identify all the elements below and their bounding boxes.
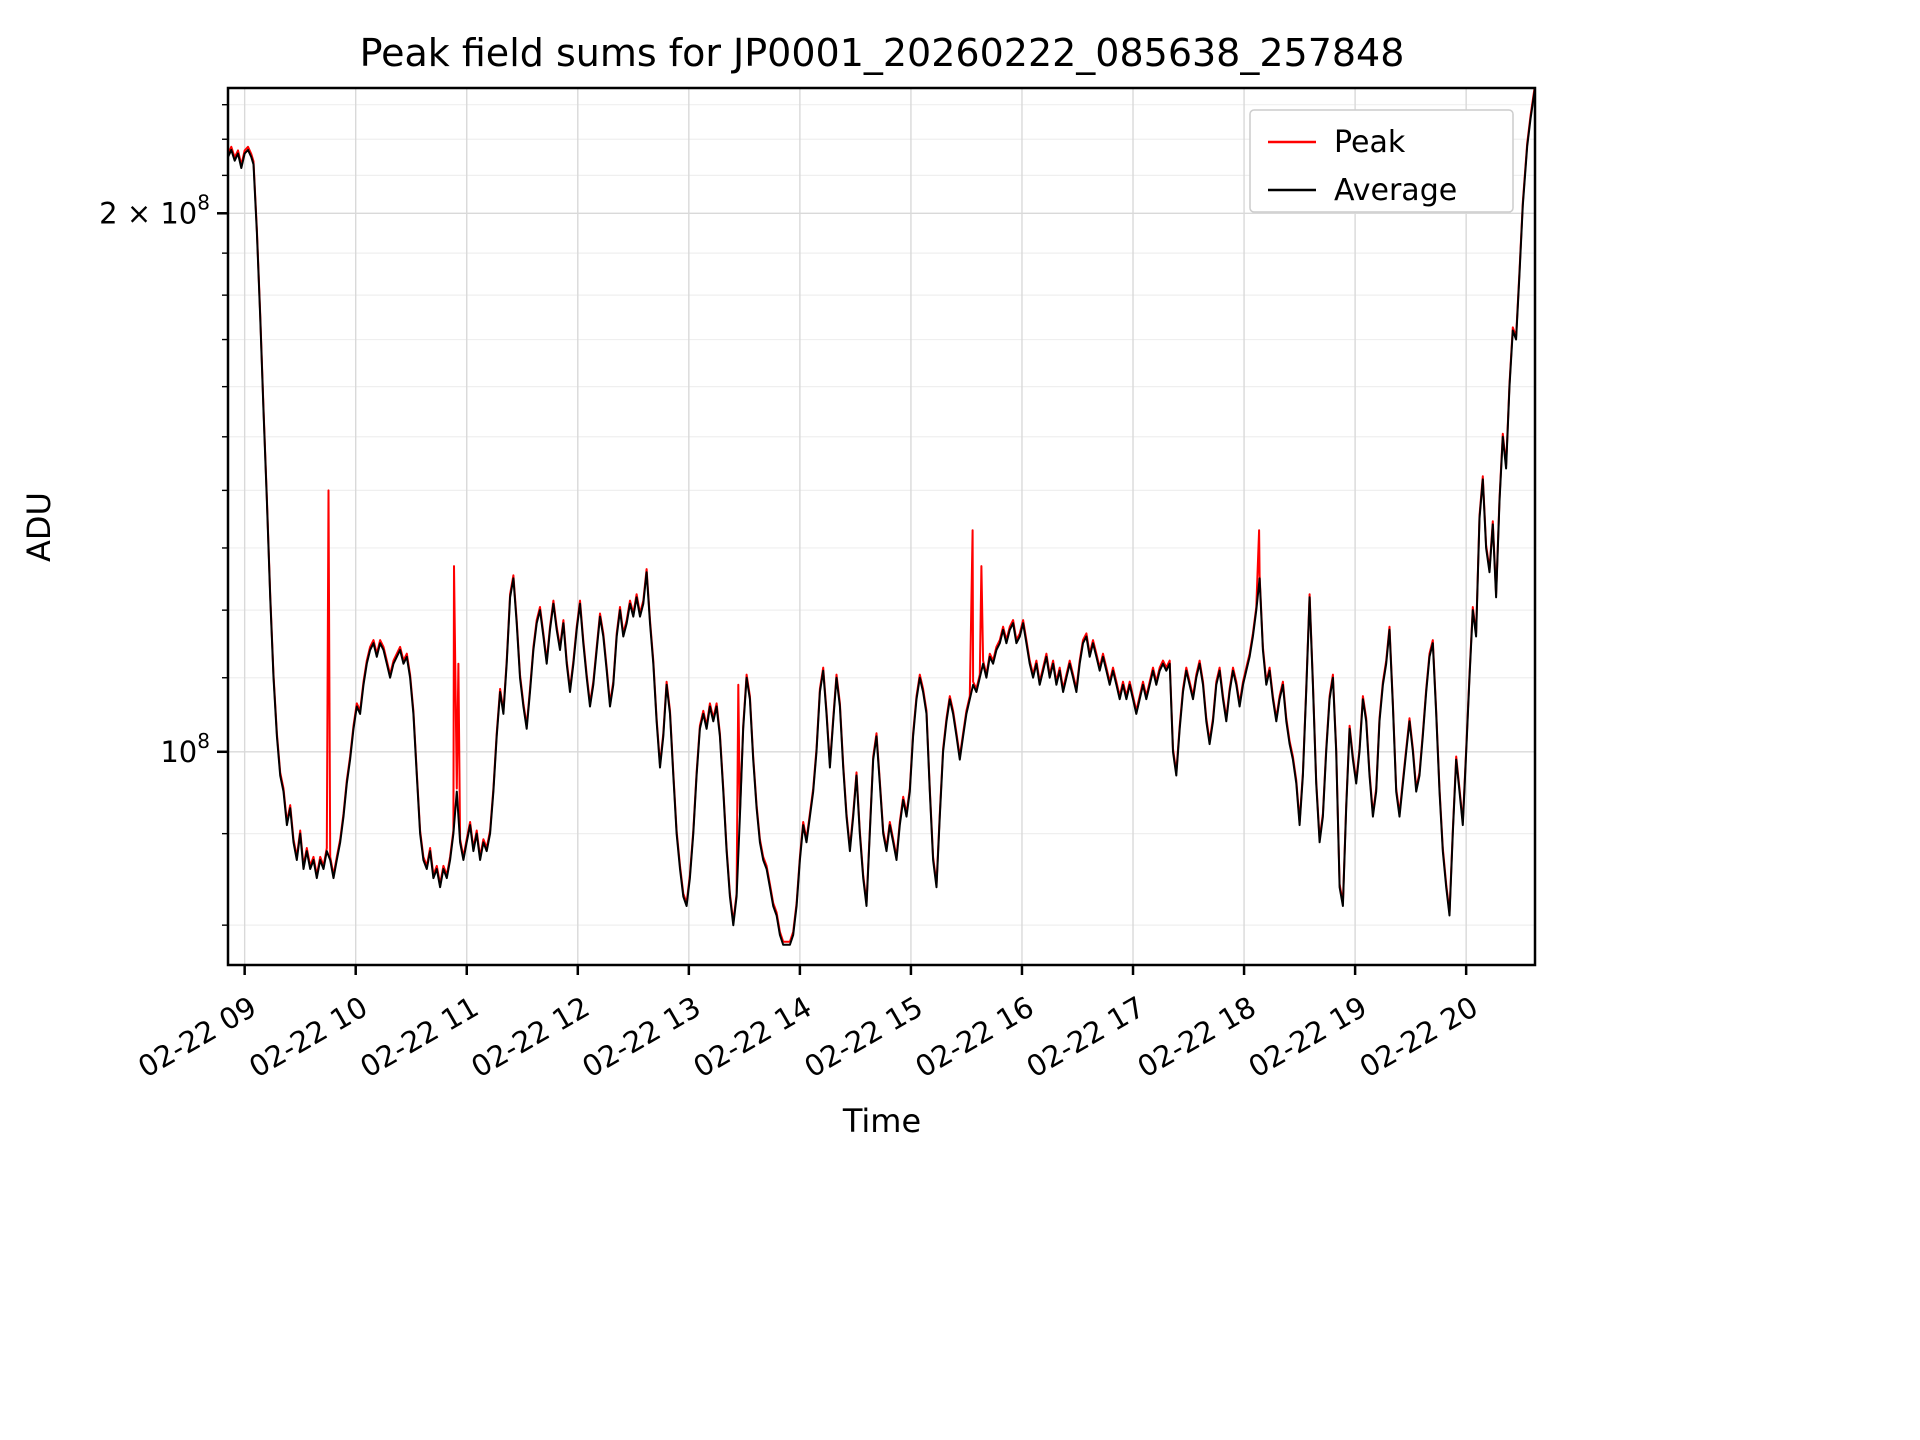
legend: Peak Average	[1249, 109, 1514, 213]
chart-title: Peak field sums for JP0001_20260222_0856…	[360, 31, 1405, 75]
legend-label-average: Average	[1334, 173, 1457, 208]
legend-box	[1249, 109, 1514, 213]
y-tick-label: 108	[160, 729, 210, 769]
x-tick-label: 02-22 19	[1243, 990, 1373, 1085]
x-tick-label: 02-22 18	[1132, 990, 1262, 1085]
y-axis-label: ADU	[20, 492, 58, 562]
grid	[228, 88, 1535, 965]
x-tick-label: 02-22 14	[687, 990, 817, 1085]
x-tick-label: 02-22 09	[132, 990, 262, 1085]
average-line	[228, 88, 1535, 946]
x-tick-label: 02-22 20	[1354, 990, 1484, 1085]
y-tick-label: 2 × 108	[99, 190, 210, 230]
plot-border	[226, 86, 1537, 967]
x-tick-label: 02-22 10	[243, 990, 373, 1085]
x-tick-label: 02-22 17	[1021, 990, 1151, 1085]
x-tick-label: 02-22 15	[799, 990, 929, 1085]
x-tick-label: 02-22 16	[910, 990, 1040, 1085]
x-tick-label: 02-22 11	[354, 990, 484, 1085]
legend-label-peak: Peak	[1334, 125, 1406, 160]
x-tick-label: 02-22 12	[465, 990, 595, 1085]
x-tick-label: 02-22 13	[576, 990, 706, 1085]
x-axis-label: Time	[842, 1102, 921, 1140]
y-axis: 2 × 108 108	[99, 104, 228, 926]
